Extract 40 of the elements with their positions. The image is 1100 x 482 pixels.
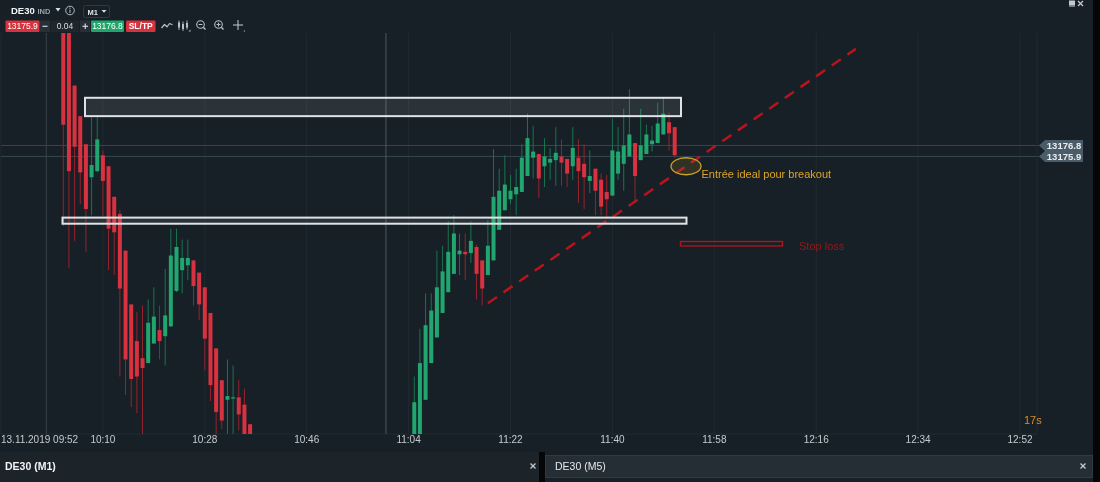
annotation: 17s bbox=[1024, 414, 1043, 426]
x-tick-label: 11:22 bbox=[498, 434, 524, 445]
candlestick bbox=[616, 126, 621, 181]
x-tick-label: 12:16 bbox=[803, 434, 830, 445]
candlestick bbox=[531, 125, 536, 179]
annotation: Entrée ideal pour breakout bbox=[701, 167, 832, 180]
candlestick bbox=[565, 158, 570, 188]
candlestick bbox=[468, 220, 473, 264]
x-tick-label: 12:34 bbox=[905, 434, 932, 445]
candlestick bbox=[163, 268, 168, 367]
candlestick bbox=[157, 305, 162, 360]
candlestick bbox=[582, 143, 587, 210]
candlestick bbox=[559, 138, 564, 187]
candlestick bbox=[667, 111, 672, 151]
candlestick bbox=[604, 174, 609, 220]
candlestick bbox=[576, 138, 581, 204]
annotation: Stop loss bbox=[799, 240, 845, 252]
candlestick bbox=[231, 365, 236, 435]
candlestick bbox=[548, 147, 553, 181]
candlestick bbox=[570, 126, 575, 181]
candlestick bbox=[587, 149, 592, 194]
x-tick-label: 12:52 bbox=[1007, 434, 1033, 445]
candlestick bbox=[225, 358, 230, 435]
candlestick bbox=[180, 239, 185, 294]
x-tick-label: 10:10 bbox=[90, 434, 116, 445]
text: DE30 (M1) bbox=[5, 459, 56, 472]
text: DE30 (M5) bbox=[555, 459, 606, 472]
candlestick bbox=[140, 305, 145, 435]
candlestick bbox=[542, 137, 547, 188]
x-tick-label: 11:40 bbox=[600, 434, 625, 445]
x-tick-label: 11:04 bbox=[396, 434, 422, 445]
candlestick bbox=[593, 168, 598, 216]
chart-title: DE30 bbox=[11, 5, 35, 17]
x-tick-label: 10:28 bbox=[192, 434, 218, 445]
candlestick bbox=[553, 126, 558, 187]
x-tick-label: 10:46 bbox=[294, 434, 320, 445]
candlestick bbox=[185, 239, 190, 281]
text: 0.04 bbox=[56, 21, 74, 32]
x-tick-label: 11:58 bbox=[702, 434, 727, 445]
x-tick-label: 13.11.2019 09:52 bbox=[1, 434, 79, 445]
